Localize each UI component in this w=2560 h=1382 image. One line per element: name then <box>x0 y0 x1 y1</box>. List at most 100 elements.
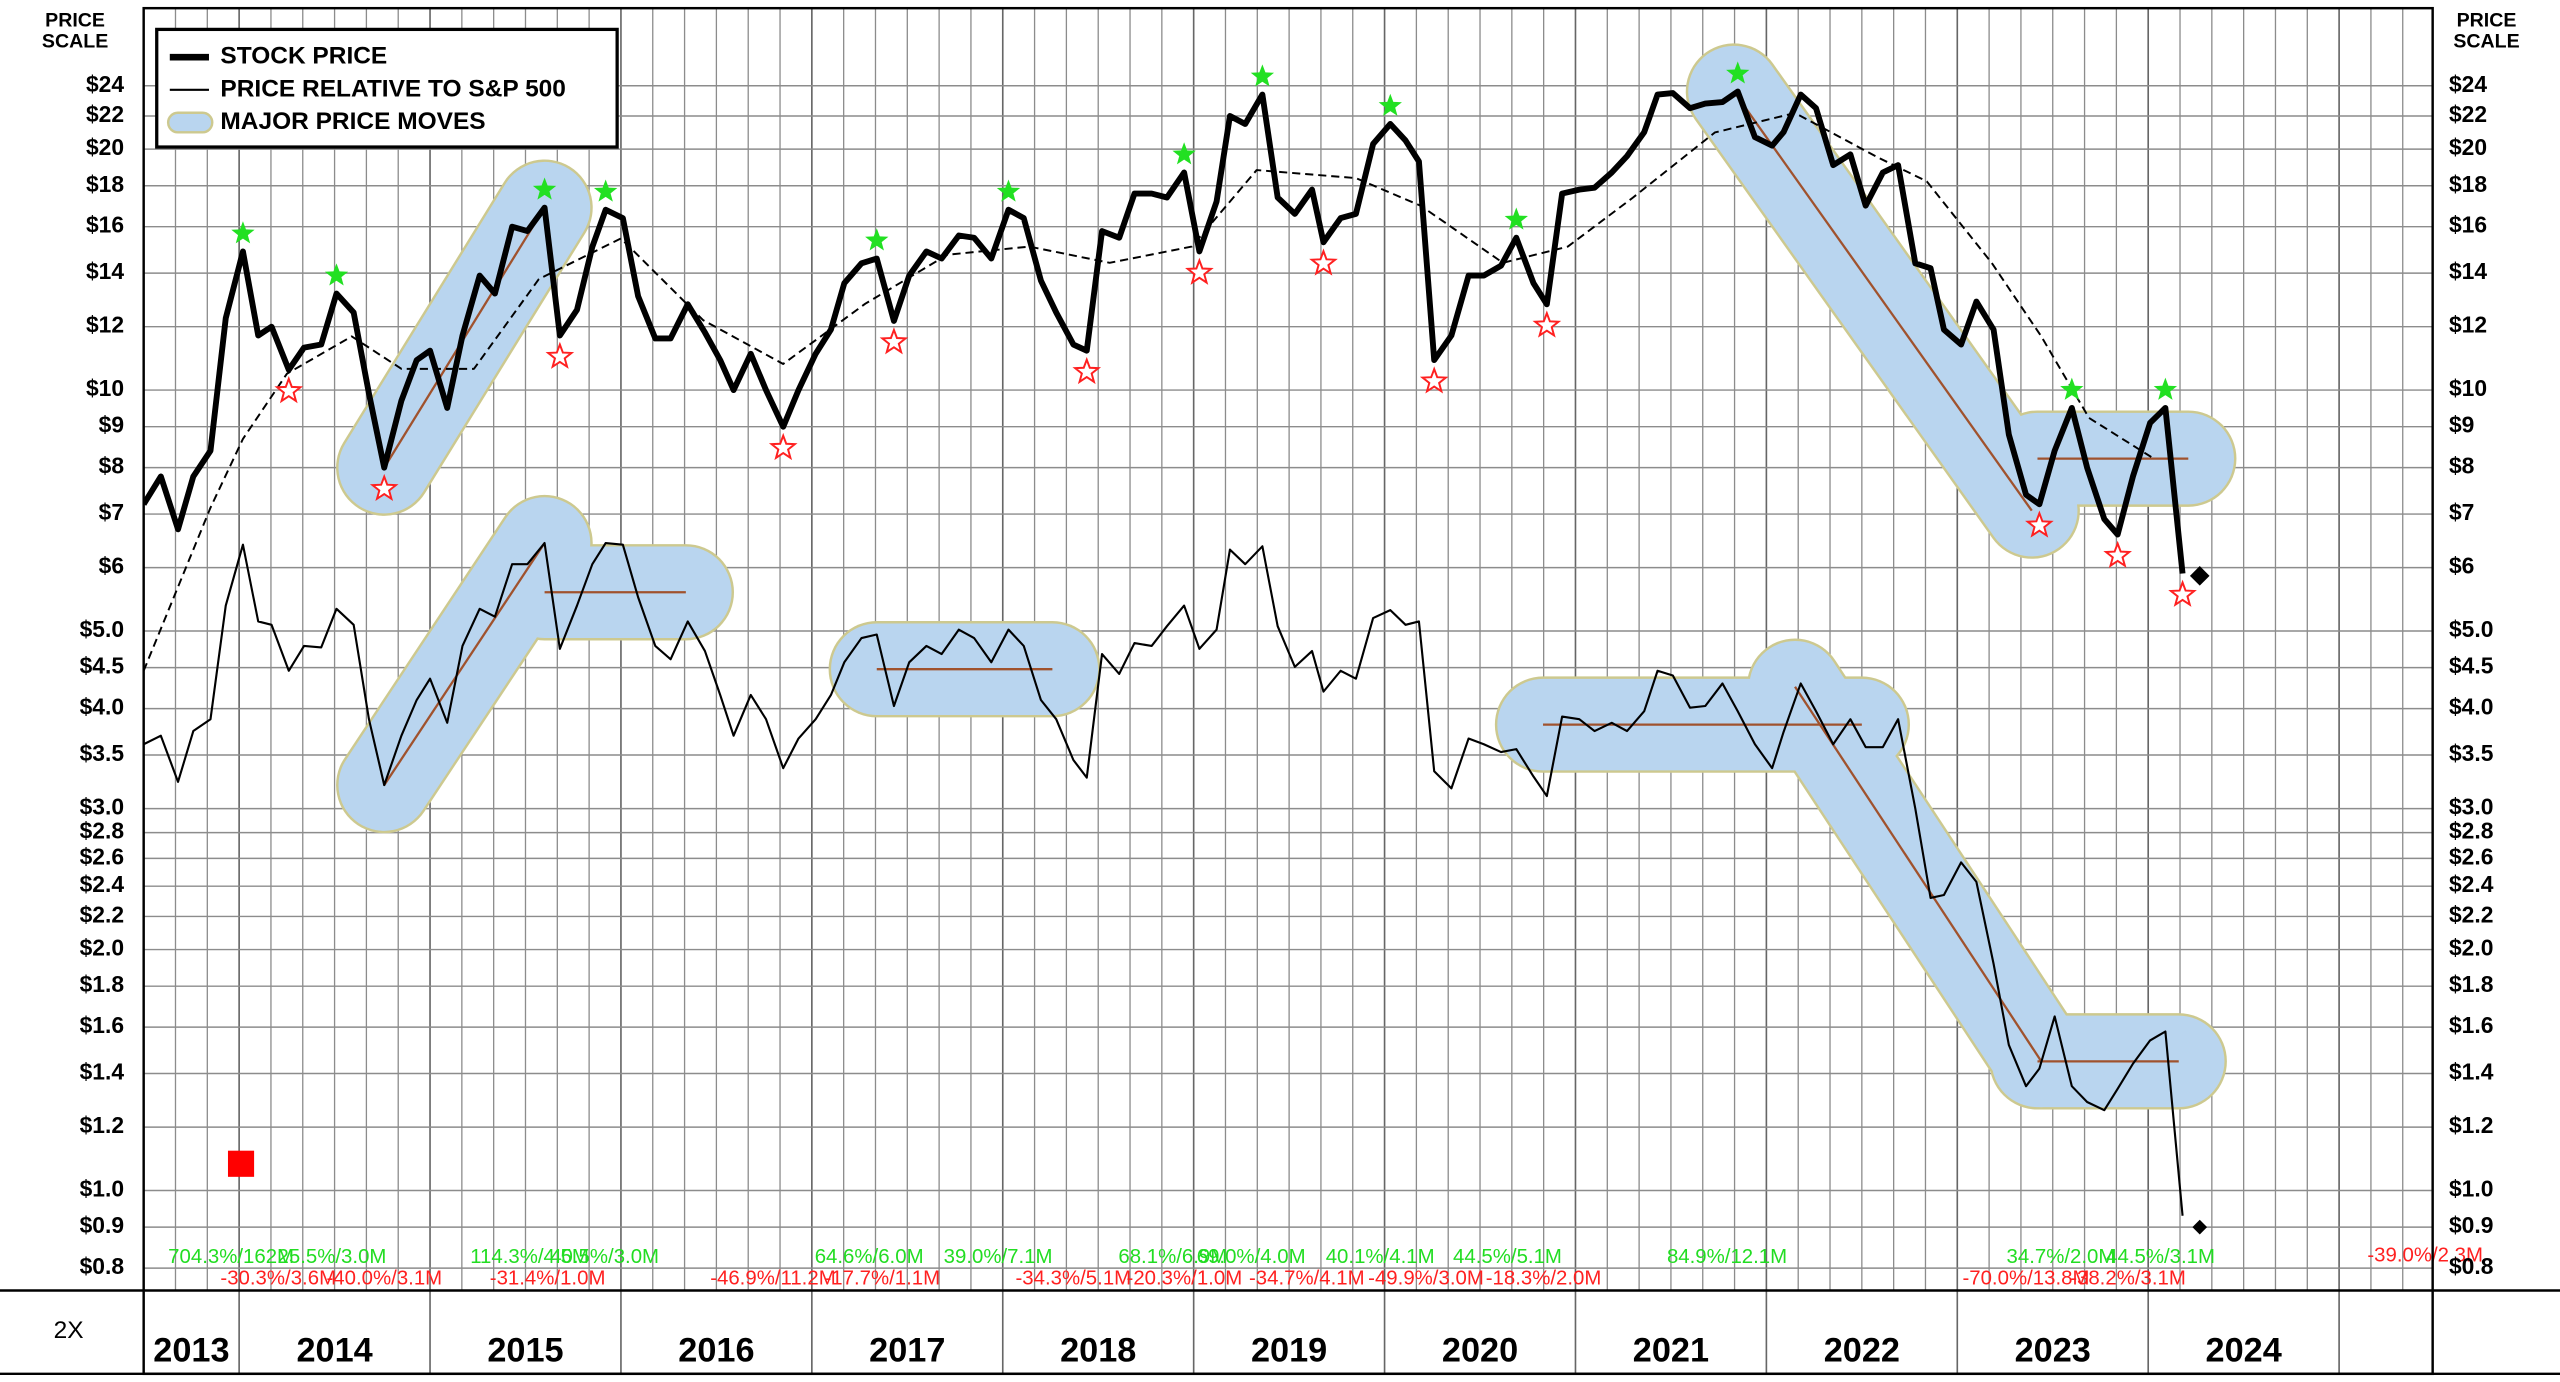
y-tick-label: $4.0 <box>80 694 124 720</box>
y-tick-label: $1.8 <box>80 971 125 997</box>
y-axis-label: SCALE <box>42 31 108 53</box>
y-axis-label: PRICE <box>2457 9 2517 31</box>
gain-label: 40.5%/3.0M <box>550 1246 659 1268</box>
y-tick-label: $6 <box>2449 553 2474 579</box>
high-star <box>594 179 618 202</box>
y-tick-label: $24 <box>86 71 124 97</box>
gain-label: 44.5%/3.1M <box>2106 1246 2215 1268</box>
lines <box>143 88 2186 1216</box>
y-tick-label: $1.0 <box>2449 1176 2493 1202</box>
y-tick-label: $2.8 <box>2449 818 2494 844</box>
y-tick-label: $2.6 <box>2449 843 2493 869</box>
y-tick-label: $8 <box>99 453 125 479</box>
x-tick-label: 2015 <box>487 1332 563 1370</box>
y-tick-label: $1.6 <box>2449 1012 2493 1038</box>
gain-label: 34.7%/2.0M <box>2007 1246 2116 1268</box>
y-tick-label: $2.8 <box>80 818 125 844</box>
x-tick-label: 2018 <box>1060 1332 1136 1370</box>
y-tick-label: $12 <box>86 312 124 338</box>
y-axis-label: SCALE <box>2453 31 2519 53</box>
y-tick-label: $5.0 <box>2449 616 2493 642</box>
y-tick-label: $1.6 <box>80 1012 124 1038</box>
low-star <box>768 432 798 461</box>
loss-label: -17.7%/1.1M <box>824 1267 940 1289</box>
y-tick-label: $1.2 <box>2449 1112 2493 1138</box>
high-star <box>1504 207 1528 230</box>
gain-label: 25.5%/3.0M <box>278 1246 387 1268</box>
move-trend-line <box>383 542 546 786</box>
low-star <box>2103 540 2132 568</box>
y-tick-label: $1.8 <box>2449 971 2494 997</box>
y-tick-label: $8 <box>2449 453 2475 479</box>
gain-label: 44.5%/5.1M <box>1453 1246 1562 1268</box>
y-tick-label: $9 <box>2449 412 2474 438</box>
y-tick-label: $20 <box>2449 134 2487 160</box>
y-tick-label: $24 <box>2449 71 2487 97</box>
x-tick-label: 2013 <box>153 1332 229 1370</box>
legend-box <box>155 27 619 149</box>
y-tick-label: $7 <box>99 499 124 525</box>
x-tick-label: 2023 <box>2015 1332 2091 1370</box>
y-tick-label: $0.8 <box>2449 1253 2494 1279</box>
low-star <box>1532 310 1562 338</box>
legend: STOCK PRICE PRICE RELATIVE TO S&P 500 MA… <box>155 27 619 149</box>
y-tick-label: $2.2 <box>2449 901 2493 927</box>
y-tick-label: $3.0 <box>2449 794 2493 820</box>
loss-label: -18.3%/2.0M <box>1486 1267 1602 1289</box>
y-tick-label: $16 <box>2449 212 2487 238</box>
high-star <box>231 221 255 244</box>
loss-label: -34.3%/5.1M <box>1016 1267 1132 1289</box>
loss-label: -70.0%/13.8M <box>1962 1267 2089 1289</box>
y-tick-label: $10 <box>2449 375 2487 401</box>
x-tick-label: 2017 <box>869 1332 945 1370</box>
high-star <box>865 228 889 251</box>
high-star <box>1378 93 1402 116</box>
y-tick-label: $3.0 <box>80 794 124 820</box>
gain-label: 114.3%/4.5M <box>470 1246 589 1268</box>
y-tick-label: $9 <box>99 412 124 438</box>
y-tick-label: $16 <box>86 212 124 238</box>
loss-label: -30.3%/3.6M <box>220 1267 336 1289</box>
high-star <box>1726 61 1750 84</box>
y-tick-label: $0.9 <box>2449 1212 2493 1238</box>
x-tick-label: 2020 <box>1442 1332 1518 1370</box>
moving-average-line <box>143 112 2155 672</box>
low-star <box>2025 510 2054 538</box>
gain-label: 68.1%/6.9M <box>1118 1246 1227 1268</box>
y-tick-label: $1.4 <box>2449 1059 2494 1085</box>
y-tick-label: $0.8 <box>80 1253 125 1279</box>
y-tick-label: $0.9 <box>80 1212 124 1238</box>
signal-marker <box>227 1150 255 1177</box>
scale-label: 2X <box>54 1317 84 1344</box>
low-star <box>1185 257 1214 285</box>
price-line <box>143 541 2184 1216</box>
y-axis-label: PRICE <box>45 9 105 31</box>
low-star <box>1309 248 1338 276</box>
y-tick-label: $2.6 <box>80 843 124 869</box>
y-tick-label: $1.4 <box>80 1059 125 1085</box>
y-tick-label: $14 <box>86 258 124 284</box>
gain-label: 84.9%/12.1M <box>1667 1246 1787 1268</box>
y-tick-label: $3.5 <box>2449 740 2494 766</box>
legend-swatch <box>166 111 214 134</box>
high-star <box>324 263 349 286</box>
move-trend-line <box>1733 90 2033 512</box>
y-tick-label: $22 <box>86 101 124 127</box>
loss-label: -40.0%/3.1M <box>327 1267 443 1289</box>
high-star <box>1172 142 1196 165</box>
legend-label: MAJOR PRICE MOVES <box>220 108 485 135</box>
y-tick-label: $7 <box>2449 499 2474 525</box>
y-tick-label: $10 <box>86 375 124 401</box>
y-tick-label: $22 <box>2449 101 2487 127</box>
y-tick-label: $2.4 <box>80 871 125 897</box>
loss-label: -49.9%/3.0M <box>1368 1267 1484 1289</box>
loss-label: -20.3%/1.0M <box>1127 1267 1243 1289</box>
y-tick-label: $5.0 <box>80 616 124 642</box>
high-star <box>532 177 557 200</box>
y-tick-label: $12 <box>2449 312 2487 338</box>
y-tick-label: $4.5 <box>2449 653 2494 679</box>
loss-label: -38.2%/3.1M <box>2070 1267 2186 1289</box>
